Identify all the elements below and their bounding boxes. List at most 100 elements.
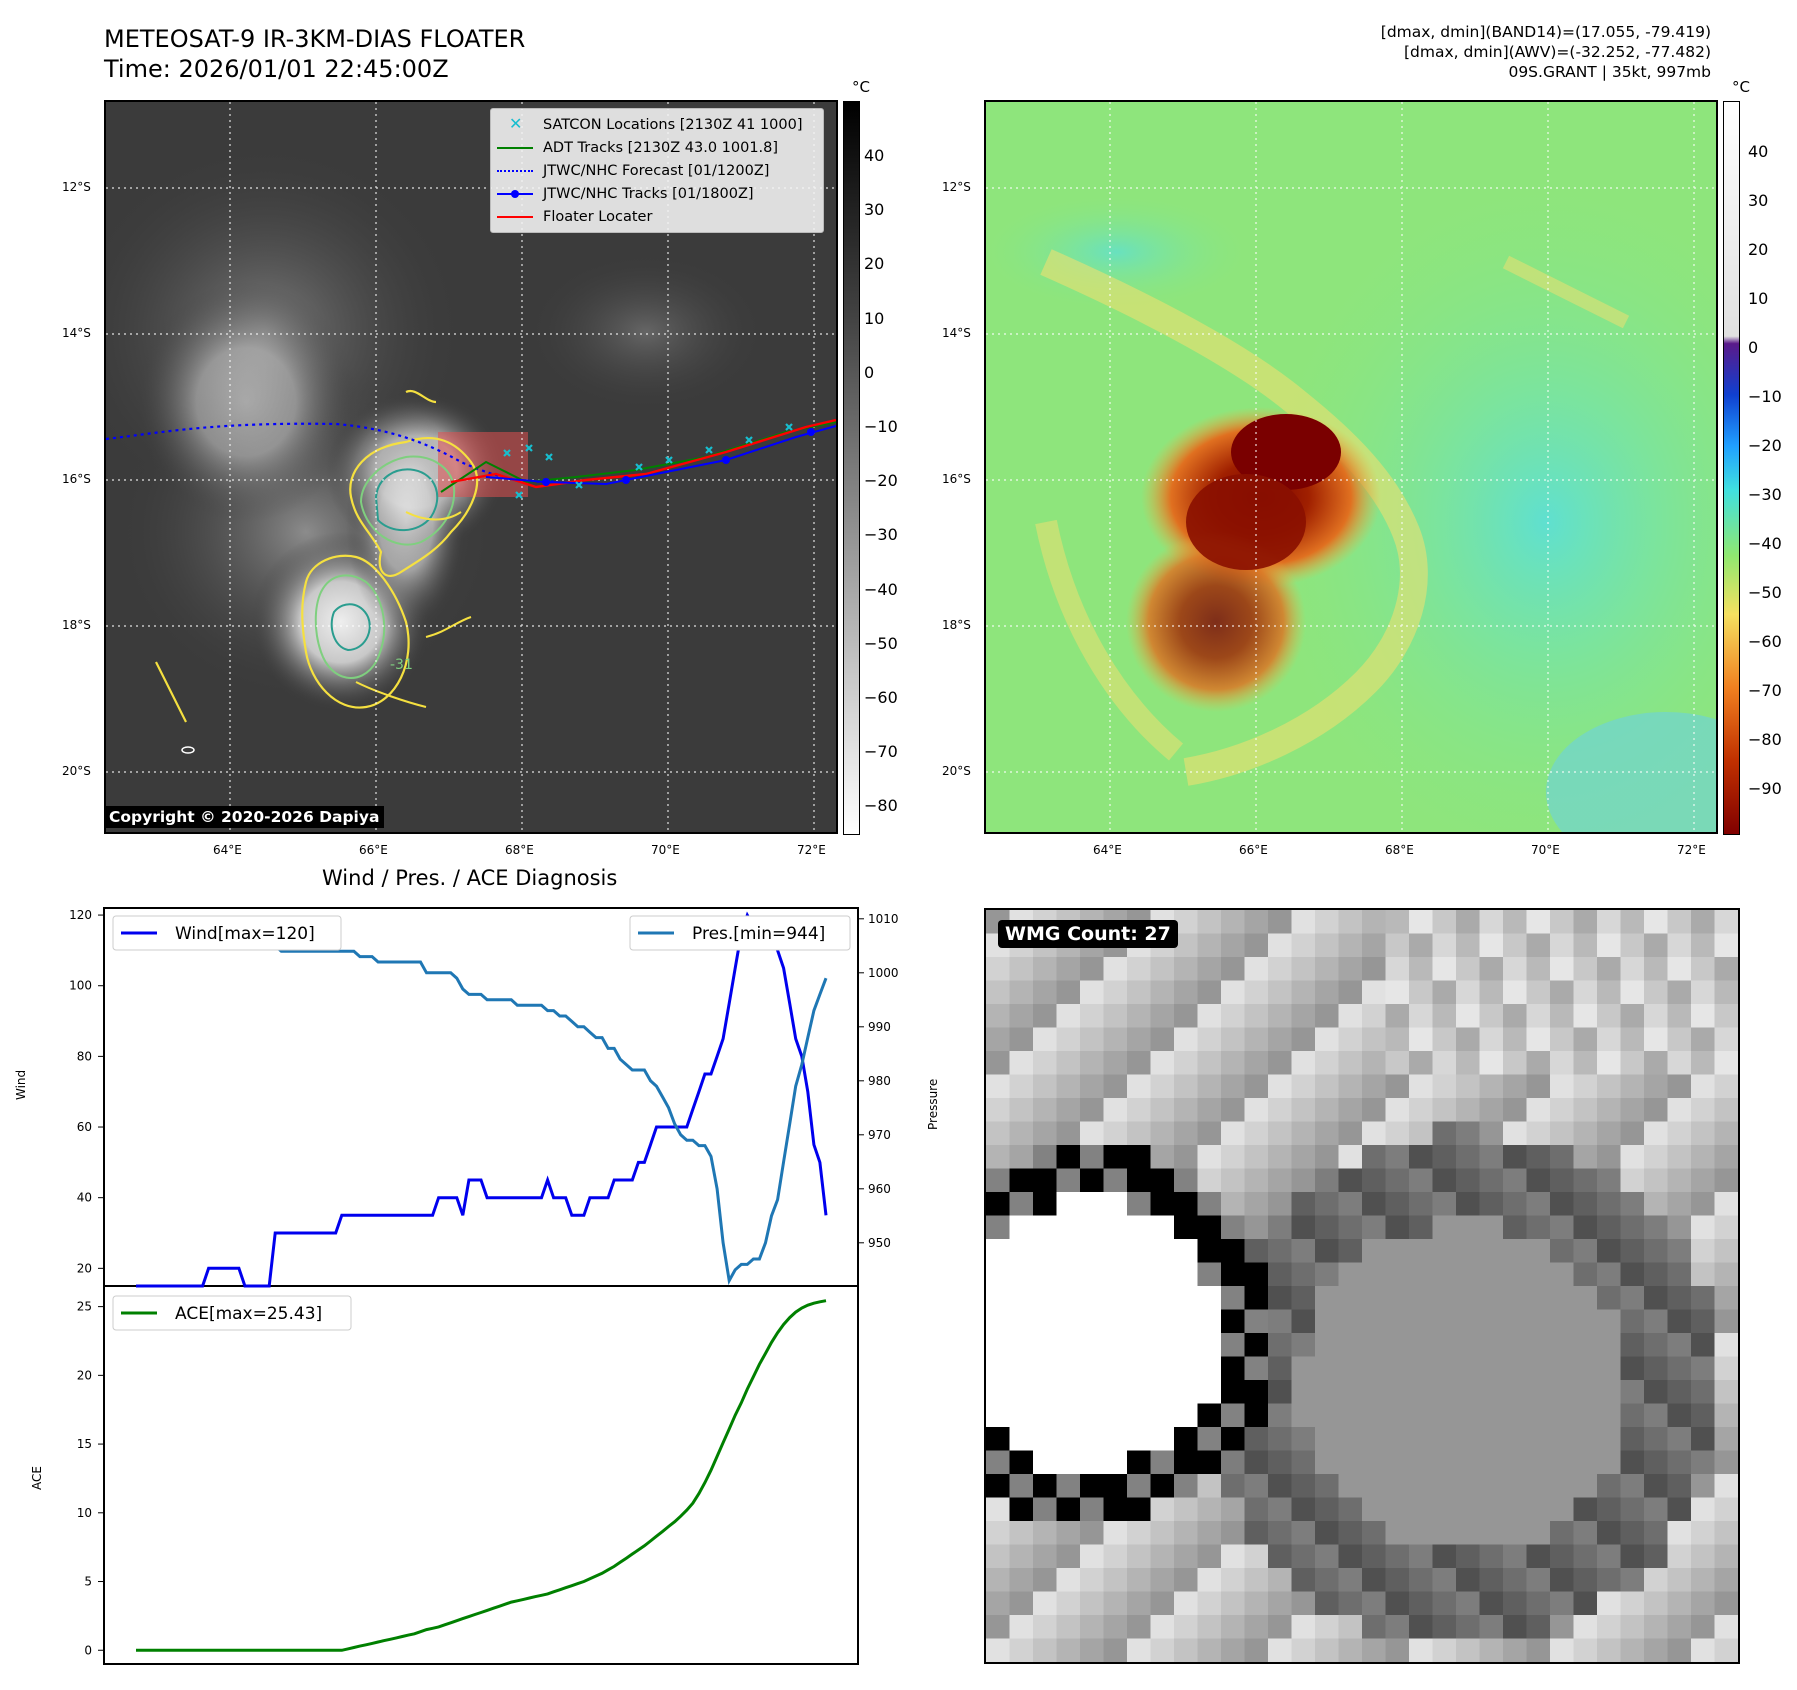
axis-tick-label: 100: [69, 979, 92, 993]
lon-tick: 66°E: [1239, 843, 1268, 857]
lon-tick: 72°E: [1677, 843, 1706, 857]
lat-tick: 18°S: [62, 618, 91, 632]
colorbar-tick-label: −70: [864, 742, 898, 762]
wmg-count-badge: WMG Count: 27: [998, 920, 1178, 948]
colorbar-tick-label: −10: [1748, 387, 1782, 406]
colorbar-tick-label: −20: [1748, 436, 1782, 455]
ace-legend: ACE[max=25.43]: [112, 1295, 352, 1331]
axis-tick-label: 1010: [868, 912, 899, 926]
colorbar-tick-label: 20: [864, 254, 885, 274]
wind-plot-frame: [103, 907, 859, 1287]
lat-tick: 20°S: [62, 764, 91, 778]
axis-tick-label: 5: [84, 1575, 92, 1589]
colorbar-tick-label: 10: [864, 308, 885, 328]
ir-colorbar-unit: °C: [852, 78, 870, 96]
colorbar-tick-label: −60: [864, 688, 898, 707]
axis-tick-label: 980: [868, 1074, 891, 1088]
legend-item-label: ADT Tracks [2130Z 43.0 1001.8]: [543, 139, 779, 156]
ace-y-ticks: 0 5 10 15 20 25: [77, 1300, 104, 1657]
awv-panel: [984, 100, 1718, 834]
lon-tick: 70°E: [1531, 843, 1560, 857]
colorbar-tick-label: −90: [1748, 779, 1782, 798]
awv-image: [986, 102, 1716, 832]
colorbar-tick-label: −20: [864, 471, 898, 491]
colorbar-tick-label: −60: [1748, 632, 1782, 651]
red-line-icon: [497, 210, 533, 224]
pressure-legend: Pres.[min=944]: [629, 915, 851, 951]
axis-tick-label: 40: [77, 1191, 92, 1205]
colorbar-tick-label: −10: [864, 417, 898, 436]
colorbar-tick-label: −50: [1748, 583, 1782, 602]
lat-tick: 18°S: [942, 618, 971, 632]
ace-plot-frame: [103, 1285, 859, 1665]
axis-tick-label: 120: [69, 908, 92, 922]
pressure-y-ticks: 950 960 970 980 990 1000 1010: [858, 912, 899, 1250]
colorbar-tick-label: −80: [864, 796, 898, 816]
dotted-line-icon: [497, 164, 533, 178]
colorbar-tick-label: −80: [1748, 730, 1782, 749]
wmg-image: [986, 910, 1738, 1662]
colorbar-tick-label: 0: [864, 362, 875, 382]
colorbar-tick-label: −40: [864, 579, 898, 599]
lon-tick: 68°E: [505, 843, 534, 857]
legend-item-floater: Floater Locater: [497, 205, 817, 228]
ace-series-line: [136, 1299, 827, 1652]
legend-item-label: JTWC/NHC Forecast [01/1200Z]: [543, 162, 770, 179]
axis-tick-label: 15: [77, 1437, 92, 1451]
wind-legend-label: Wind[max=120]: [175, 924, 315, 944]
lat-tick: 16°S: [942, 472, 971, 486]
pressure-legend-label: Pres.[min=944]: [692, 924, 825, 944]
colorbar-tick-label: 40: [864, 146, 885, 165]
awv-colorbar: [1723, 101, 1740, 835]
lon-tick: 64°E: [1093, 843, 1122, 857]
wind-legend: Wind[max=120]: [112, 915, 342, 951]
colorbar-tick-label: −30: [864, 525, 898, 545]
stats-line-1: [dmax, dmin](BAND14)=(17.055, -79.419): [1380, 23, 1711, 41]
axis-tick-label: 990: [868, 1020, 891, 1034]
wind-y-ticks: 20 40 60 80 100 120: [69, 908, 104, 1275]
stats-block: [dmax, dmin](BAND14)=(17.055, -79.419) […: [1381, 22, 1711, 82]
axis-tick-label: 970: [868, 1128, 891, 1142]
axis-tick-label: 950: [868, 1236, 891, 1250]
legend-item-tracks: JTWC/NHC Tracks [01/1800Z]: [497, 182, 817, 205]
diagnosis-title: Wind / Pres. / ACE Diagnosis: [322, 866, 618, 890]
legend-item-satcon: ✕ SATCON Locations [2130Z 41 1000]: [497, 113, 817, 136]
legend-item-label: JTWC/NHC Tracks [01/1800Z]: [543, 185, 754, 202]
legend-item-forecast: JTWC/NHC Forecast [01/1200Z]: [497, 159, 817, 182]
colorbar-tick-label: −50: [864, 633, 898, 653]
colorbar-tick-label: −40: [1748, 534, 1782, 553]
copyright-label: Copyright © 2020-2026 Dapiya: [104, 806, 385, 828]
axis-tick-label: 20: [77, 1261, 92, 1275]
colorbar-tick-label: 10: [1748, 289, 1769, 308]
lat-tick: 14°S: [942, 326, 971, 340]
axis-tick-label: 10: [77, 1506, 92, 1520]
pressure-series-line: [136, 933, 828, 1286]
legend-item-label: SATCON Locations [2130Z 41 1000]: [543, 116, 803, 133]
colorbar-tick-label: −30: [1748, 485, 1782, 504]
axis-tick-label: 20: [77, 1368, 92, 1382]
lon-tick: 68°E: [1385, 843, 1414, 857]
title-line-2: Time: 2026/01/01 22:45:00Z: [104, 55, 449, 83]
axis-tick-label: 0: [84, 1643, 92, 1657]
lon-tick: 66°E: [359, 843, 388, 857]
colorbar-tick-label: 30: [1748, 191, 1769, 210]
ir-legend: ✕ SATCON Locations [2130Z 41 1000] ADT T…: [490, 108, 824, 233]
colorbar-tick-label: 30: [864, 200, 885, 220]
wmg-panel: [984, 908, 1740, 1664]
lat-tick: 14°S: [62, 326, 91, 340]
lon-tick: 64°E: [213, 843, 242, 857]
axis-tick-label: 80: [77, 1049, 92, 1063]
stats-line-2: [dmax, dmin](AWV)=(-32.252, -77.482): [1404, 43, 1711, 61]
awv-colorbar-unit: °C: [1732, 78, 1750, 96]
lon-tick: 72°E: [797, 843, 826, 857]
lat-tick: 12°S: [62, 180, 91, 194]
legend-item-adt: ADT Tracks [2130Z 43.0 1001.8]: [497, 136, 817, 159]
solid-line-icon: [497, 141, 533, 155]
line-dot-icon: [497, 187, 533, 201]
ace-legend-label: ACE[max=25.43]: [175, 1304, 322, 1324]
contour-label: -31: [390, 657, 413, 673]
colorbar-tick-label: 40: [1748, 142, 1769, 161]
cross-marker-icon: ✕: [509, 113, 523, 133]
wind-series-line: [136, 911, 828, 1288]
